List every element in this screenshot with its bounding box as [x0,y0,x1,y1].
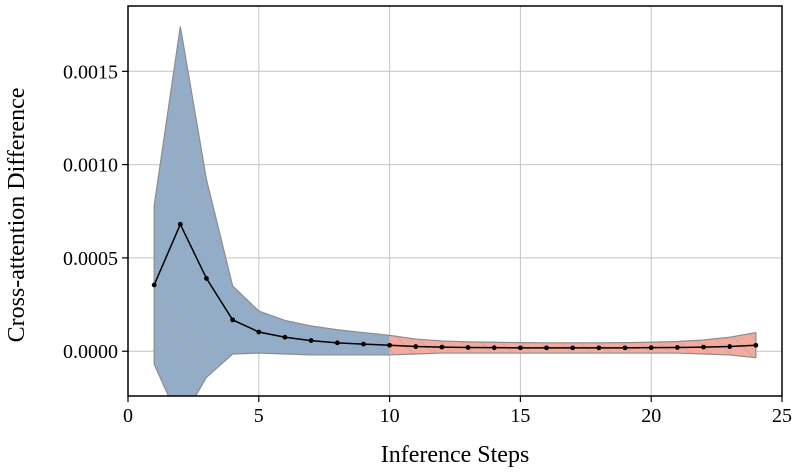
x-tick-label: 25 [772,405,792,427]
mean-series [151,221,759,351]
x-tick-label: 10 [380,405,400,427]
data-point [282,334,288,340]
y-tick-label: 0.0010 [63,155,118,177]
y-tick-label: 0.0005 [63,248,118,270]
band-outline [153,26,757,396]
data-point [439,344,445,350]
data-point [518,345,523,351]
data-point [544,345,549,351]
data-point [596,345,602,351]
plot-frame [127,5,783,397]
x-tick-label: 15 [510,405,530,427]
data-point [753,342,759,348]
mean-line [153,222,756,349]
data-point [465,345,471,350]
x-tick-label: 0 [123,405,133,427]
data-point [177,221,183,227]
data-point [413,344,419,349]
data-point [570,345,576,351]
x-tick-label: 20 [641,405,661,427]
band-early-steps-hatch [154,26,390,396]
data-point [334,340,340,346]
confidence-band [153,26,757,396]
y-axis-ticks: 0.0000 0.0005 0.0010 0.0015 [63,61,128,363]
data-point [204,276,209,281]
data-point [674,345,680,350]
data-point [491,345,497,351]
data-point [648,345,654,351]
data-point [230,317,236,323]
data-point [727,344,733,349]
data-point [701,344,706,350]
y-tick-label: 0.0000 [63,341,118,363]
data-point [308,338,314,343]
data-point [622,345,628,351]
y-tick-label: 0.0015 [63,61,118,83]
data-point [361,341,366,347]
x-tick-label: 5 [254,405,264,427]
data-point [256,329,262,335]
data-point [387,342,392,348]
y-axis-title: Cross-attention Difference [4,88,30,343]
data-point [151,282,157,288]
x-axis-ticks: 0 5 10 15 20 25 [123,396,792,427]
band-late-steps-hatch [389,332,756,358]
x-axis-title: Inference Steps [381,442,530,468]
